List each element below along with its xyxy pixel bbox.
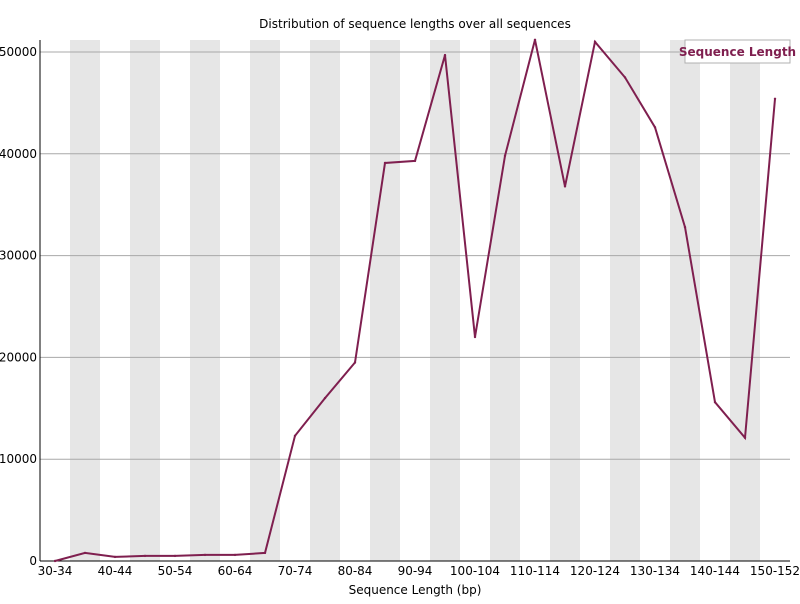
x-tick-label: 150-152 (750, 564, 800, 578)
data-point (413, 159, 417, 163)
background-band (610, 40, 640, 561)
data-point (653, 126, 657, 129)
data-point (563, 185, 567, 188)
background-band (160, 40, 190, 561)
x-tick-label: 70-74 (278, 564, 313, 578)
data-point (293, 434, 297, 437)
background-band (310, 40, 340, 561)
background-band (760, 40, 790, 561)
data-point (143, 554, 147, 558)
legend-label: Sequence Length (679, 45, 796, 59)
x-tick-label: 110-114 (510, 564, 560, 578)
data-point (593, 40, 597, 43)
background-band (460, 40, 490, 561)
background-band (370, 40, 400, 561)
x-axis-label: Sequence Length (bp) (348, 583, 482, 597)
data-point (83, 551, 87, 555)
y-tick-label: 30000 (0, 249, 37, 263)
data-point (743, 436, 747, 439)
background-band (730, 40, 760, 561)
y-tick-label: 20000 (0, 350, 37, 364)
background-band (670, 40, 700, 561)
background-band (490, 40, 520, 561)
data-point (323, 396, 327, 400)
background-band (430, 40, 460, 561)
data-point (203, 553, 207, 557)
data-point (683, 225, 687, 229)
background-band (250, 40, 280, 561)
background-band (280, 40, 310, 561)
background-band (100, 40, 130, 561)
background-band (640, 40, 670, 561)
data-point (53, 559, 57, 563)
data-point (113, 555, 117, 559)
data-point (533, 38, 537, 41)
background-band (40, 40, 70, 561)
background-band (700, 40, 730, 561)
data-point (623, 76, 627, 79)
background-band (580, 40, 610, 561)
data-point (173, 554, 177, 558)
background-band (550, 40, 580, 561)
data-point (473, 335, 477, 339)
y-tick-label: 10000 (0, 452, 37, 466)
data-point (713, 401, 717, 404)
y-tick-label: 40000 (0, 147, 37, 161)
data-point (383, 161, 387, 165)
data-point (443, 53, 447, 57)
data-point (263, 551, 267, 555)
x-tick-label: 80-84 (338, 564, 373, 578)
background-band (130, 40, 160, 561)
legend-box (684, 39, 791, 64)
background-band (400, 40, 430, 561)
background-band (340, 40, 370, 561)
data-point (503, 154, 507, 157)
x-tick-label: 60-64 (218, 564, 253, 578)
data-point (773, 97, 777, 101)
y-tick-label: 0 (29, 554, 37, 568)
background-band (220, 40, 250, 561)
x-tick-label: 100-104 (450, 564, 500, 578)
background-band (190, 40, 220, 561)
chart-title: Distribution of sequence lengths over al… (259, 17, 571, 31)
data-point (233, 553, 237, 557)
background-band (70, 40, 100, 561)
background-band (520, 40, 550, 561)
x-tick-label: 140-144 (690, 564, 740, 578)
x-tick-label: 90-94 (398, 564, 433, 578)
x-tick-label: 50-54 (158, 564, 193, 578)
x-tick-label: 130-134 (630, 564, 680, 578)
y-tick-label: 50000 (0, 45, 37, 59)
data-point (353, 361, 357, 364)
x-tick-label: 30-34 (38, 564, 73, 578)
x-tick-label: 120-124 (570, 564, 620, 578)
x-tick-label: 40-44 (98, 564, 133, 578)
